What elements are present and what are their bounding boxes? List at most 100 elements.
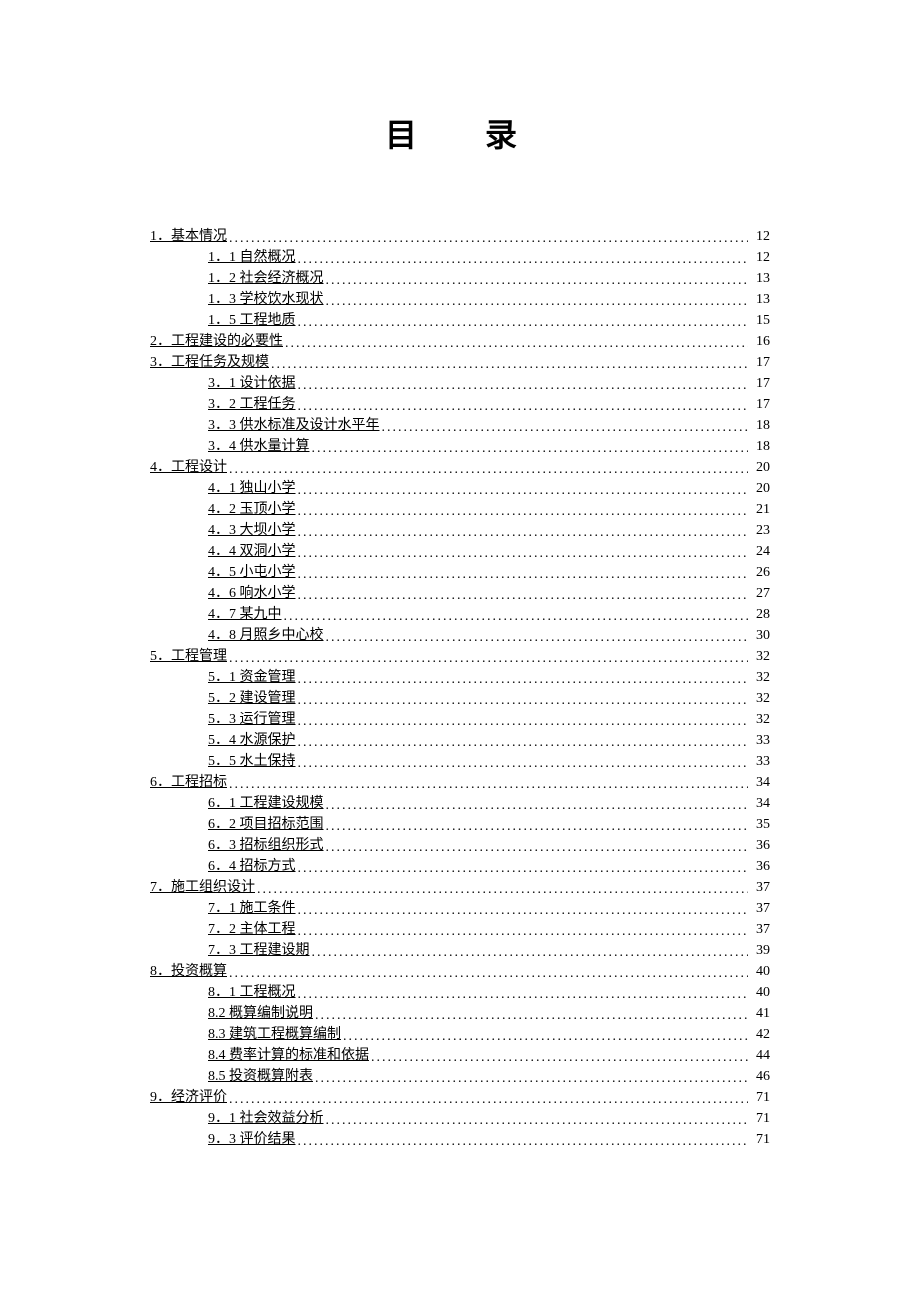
toc-entry-link[interactable]: 5．2 建设管理 xyxy=(208,688,296,709)
toc-page-number: 32 xyxy=(750,709,770,730)
toc-entry-link[interactable]: 8.3 建筑工程概算编制 xyxy=(208,1024,341,1045)
toc-entry-link[interactable]: 1．3 学校饮水现状 xyxy=(208,289,324,310)
toc-leader-dots xyxy=(298,692,749,706)
toc-page-number: 36 xyxy=(750,835,770,856)
toc-entry-link[interactable]: 8.5 投资概算附表 xyxy=(208,1066,313,1087)
toc-page-number: 23 xyxy=(750,520,770,541)
toc-leader-dots xyxy=(298,860,749,874)
toc-leader-dots xyxy=(298,986,749,1000)
toc-leader-dots xyxy=(298,1133,749,1147)
toc-entry-link[interactable]: 8.2 概算编制说明 xyxy=(208,1003,313,1024)
toc-entry-link[interactable]: 3．2 工程任务 xyxy=(208,394,296,415)
toc-entry-link[interactable]: 5．4 水源保护 xyxy=(208,730,296,751)
toc-leader-dots xyxy=(312,944,749,958)
toc-entry-link[interactable]: 5．5 水土保持 xyxy=(208,751,296,772)
toc-entry-section: 6．3 招标组织形式 36 xyxy=(150,835,770,856)
toc-page-number: 18 xyxy=(750,415,770,436)
toc-entry-link[interactable]: 6．1 工程建设规模 xyxy=(208,793,324,814)
toc-entry-link[interactable]: 7．1 施工条件 xyxy=(208,898,296,919)
toc-entry-link[interactable]: 5．1 资金管理 xyxy=(208,667,296,688)
toc-entry-link[interactable]: 9．经济评价 xyxy=(150,1087,227,1108)
toc-entry-link[interactable]: 2．工程建设的必要性 xyxy=(150,331,283,352)
toc-leader-dots xyxy=(298,566,749,580)
toc-leader-dots xyxy=(284,608,749,622)
toc-page-number: 17 xyxy=(750,394,770,415)
toc-entry-link[interactable]: 3．4 供水量计算 xyxy=(208,436,310,457)
toc-leader-dots xyxy=(298,755,749,769)
toc-entry-section: 7．2 主体工程37 xyxy=(150,919,770,940)
toc-leader-dots xyxy=(298,398,749,412)
toc-entry-section: 6．2 项目招标范围35 xyxy=(150,814,770,835)
toc-entry-link[interactable]: 9．1 社会效益分析 xyxy=(208,1108,324,1129)
toc-leader-dots xyxy=(298,503,749,517)
toc-entry-section: 1．3 学校饮水现状13 xyxy=(150,289,770,310)
toc-entry-link[interactable]: 6．4 招标方式 xyxy=(208,856,296,877)
toc-entry-link[interactable]: 6．工程招标 xyxy=(150,772,227,793)
toc-page-number: 34 xyxy=(750,793,770,814)
toc-entry-link[interactable]: 8．投资概算 xyxy=(150,961,227,982)
toc-entry-section: 8．1 工程概况40 xyxy=(150,982,770,1003)
toc-leader-dots xyxy=(229,461,748,475)
toc-title: 目 录 xyxy=(150,110,770,156)
toc-entry-link[interactable]: 8．1 工程概况 xyxy=(208,982,296,1003)
toc-entry-link[interactable]: 4．7 某九中 xyxy=(208,604,282,625)
toc-leader-dots xyxy=(229,650,748,664)
toc-entry-link[interactable]: 6．2 项目招标范围 xyxy=(208,814,324,835)
toc-leader-dots xyxy=(326,629,749,643)
toc-entry-link[interactable]: 7．3 工程建设期 xyxy=(208,940,310,961)
toc-entry-link[interactable]: 9．3 评价结果 xyxy=(208,1129,296,1150)
toc-entry-link[interactable]: 1．5 工程地质 xyxy=(208,310,296,331)
toc-entry-link[interactable]: 5．工程管理 xyxy=(150,646,227,667)
toc-entry-link[interactable]: 3．工程任务及规模 xyxy=(150,352,269,373)
toc-entry-link[interactable]: 3．3 供水标准及设计水平年 xyxy=(208,415,380,436)
toc-entry-section: 4．4 双洞小学24 xyxy=(150,541,770,562)
toc-entry-link[interactable]: 7．施工组织设计 xyxy=(150,877,255,898)
toc-page-number: 15 xyxy=(750,310,770,331)
toc-leader-dots xyxy=(298,524,749,538)
toc-entry-section: 4．8 月照乡中心校 30 xyxy=(150,625,770,646)
toc-entry-link[interactable]: 3．1 设计依据 xyxy=(208,373,296,394)
toc-leader-dots xyxy=(298,251,749,265)
toc-entry-link[interactable]: 6．3 招标组织形式 xyxy=(208,835,324,856)
toc-leader-dots xyxy=(315,1070,748,1084)
toc-entry-link[interactable]: 4．1 独山小学 xyxy=(208,478,296,499)
toc-entry-link[interactable]: 4．2 玉顶小学 xyxy=(208,499,296,520)
toc-leader-dots xyxy=(298,902,749,916)
toc-entry-section: 8.2 概算编制说明41 xyxy=(150,1003,770,1024)
toc-leader-dots xyxy=(382,419,749,433)
toc-entry-link[interactable]: 4．工程设计 xyxy=(150,457,227,478)
toc-leader-dots xyxy=(326,839,749,853)
toc-page-number: 32 xyxy=(750,646,770,667)
toc-entry-chapter: 5．工程管理 32 xyxy=(150,646,770,667)
toc-leader-dots xyxy=(298,482,749,496)
toc-entry-chapter: 3．工程任务及规模17 xyxy=(150,352,770,373)
toc-entry-link[interactable]: 8.4 费率计算的标准和依据 xyxy=(208,1045,369,1066)
toc-entry-link[interactable]: 1．2 社会经济概况 xyxy=(208,268,324,289)
toc-entry-link[interactable]: 1．1 自然概况 xyxy=(208,247,296,268)
toc-page-number: 32 xyxy=(750,667,770,688)
toc-entry-link[interactable]: 4．4 双洞小学 xyxy=(208,541,296,562)
toc-entry-link[interactable]: 4．8 月照乡中心校 xyxy=(208,625,324,646)
toc-entry-section: 3．2 工程任务 17 xyxy=(150,394,770,415)
toc-entry-section: 3．4 供水量计算18 xyxy=(150,436,770,457)
toc-entry-link[interactable]: 4．5 小屯小学 xyxy=(208,562,296,583)
table-of-contents: 1．基本情况121．1 自然概况121．2 社会经济概况131．3 学校饮水现状… xyxy=(150,226,770,1150)
toc-leader-dots xyxy=(312,440,749,454)
toc-entry-link[interactable]: 1．基本情况 xyxy=(150,226,227,247)
toc-page-number: 44 xyxy=(750,1045,770,1066)
toc-entry-section: 4．1 独山小学20 xyxy=(150,478,770,499)
toc-leader-dots xyxy=(229,965,748,979)
toc-entry-link[interactable]: 4．6 响水小学 xyxy=(208,583,296,604)
toc-entry-section: 3．3 供水标准及设计水平年 18 xyxy=(150,415,770,436)
toc-entry-section: 8.5 投资概算附表46 xyxy=(150,1066,770,1087)
toc-entry-link[interactable]: 4．3 大坝小学 xyxy=(208,520,296,541)
toc-entry-section: 5．1 资金管理 32 xyxy=(150,667,770,688)
toc-page-number: 33 xyxy=(750,730,770,751)
toc-page-number: 39 xyxy=(750,940,770,961)
toc-entry-section: 4．5 小屯小学26 xyxy=(150,562,770,583)
toc-entry-link[interactable]: 5．3 运行管理 xyxy=(208,709,296,730)
toc-leader-dots xyxy=(229,776,748,790)
toc-page-number: 30 xyxy=(750,625,770,646)
toc-leader-dots xyxy=(371,1049,748,1063)
toc-entry-link[interactable]: 7．2 主体工程 xyxy=(208,919,296,940)
